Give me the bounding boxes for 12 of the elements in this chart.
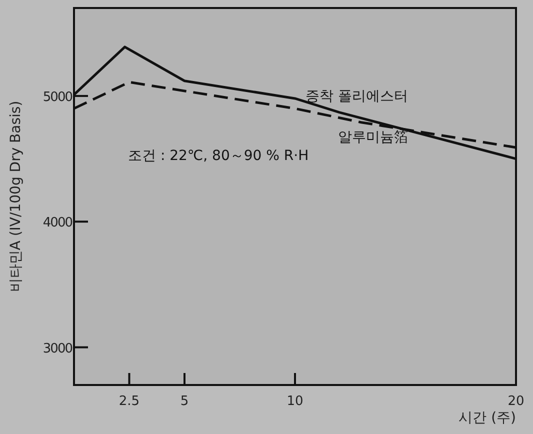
y-tick-label: 3000 (42, 341, 73, 356)
annotation: 조건 : 22℃, 80～90 % R·H (128, 148, 309, 164)
y-tick-label: 4000 (42, 216, 73, 231)
x-tick-label: 5 (180, 394, 189, 409)
x-axis-title: 시간 (주) (458, 410, 516, 426)
series-label: 알루미늄箔 (338, 130, 408, 146)
series-label: 증착 폴리에스터 (306, 88, 408, 105)
y-tick-label: 5000 (42, 90, 73, 105)
x-tick-label: 2.5 (118, 394, 140, 409)
x-tick-label: 10 (286, 394, 304, 409)
x-tick-label: 20 (508, 394, 524, 409)
y-axis-title: 비타민A (IV/100g Dry Basis) (8, 100, 24, 292)
